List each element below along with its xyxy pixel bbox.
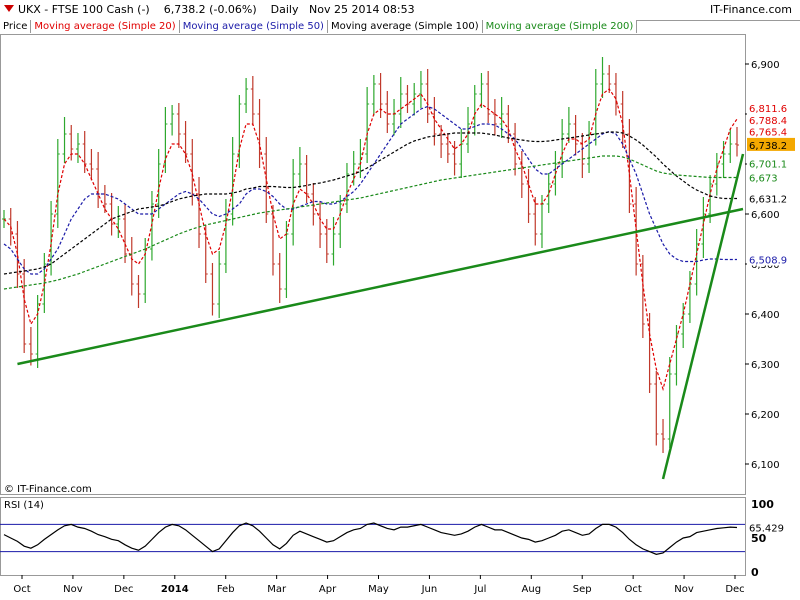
indicator-legend: Price Moving average (Simple 20) Moving av… bbox=[0, 20, 638, 34]
price-tick-label: 6,100 bbox=[751, 460, 780, 471]
price-tag-bg bbox=[747, 252, 795, 266]
rsi-panel-frame bbox=[0, 497, 746, 576]
date-tick-label: Nov bbox=[63, 584, 83, 595]
date-tick-label: Jun bbox=[421, 584, 438, 595]
price-tick-label: 6,200 bbox=[751, 410, 780, 421]
moving-average-line bbox=[3, 105, 737, 275]
price-tag-label: 6,673 bbox=[749, 174, 778, 185]
rsi-value-label: 65.429 bbox=[749, 524, 784, 535]
rsi-line bbox=[3, 522, 738, 555]
date-tick-label: May bbox=[368, 584, 389, 595]
date-tick-label: 2014 bbox=[161, 584, 189, 595]
legend-item[interactable]: Moving average (Simple 100) bbox=[327, 20, 483, 33]
price-tag-label: 6,788.4 bbox=[749, 116, 787, 127]
rsi-value-bg bbox=[747, 520, 791, 534]
moving-average-line bbox=[3, 155, 737, 290]
price-tag-label: 6,738.2 bbox=[749, 141, 787, 152]
date-tick-label: Dec bbox=[725, 584, 744, 595]
price-tag-bg bbox=[747, 170, 795, 184]
moving-average-line bbox=[3, 88, 738, 392]
chart-header: UKX - FTSE 100 Cash (-) 6,738.2 (-0.06%)… bbox=[0, 0, 800, 20]
price-tag-bg bbox=[747, 191, 795, 205]
trendline bbox=[661, 153, 745, 480]
price-tag-bg bbox=[747, 112, 795, 126]
price-tag-bg bbox=[747, 124, 795, 138]
rsi-tick-label: 0 bbox=[751, 566, 759, 579]
date-tick-label: Dec bbox=[114, 584, 133, 595]
instrument-title: UKX - FTSE 100 Cash (-) 6,738.2 (-0.06%)… bbox=[18, 3, 415, 16]
date-tick-label: Nov bbox=[674, 584, 694, 595]
price-tag-bg bbox=[747, 101, 795, 115]
copyright-text: © IT-Finance.com bbox=[4, 484, 92, 495]
date-tick-label: Feb bbox=[217, 584, 235, 595]
price-tick-label: 6,400 bbox=[751, 310, 780, 321]
price-tag-label: 6,765.4 bbox=[749, 127, 787, 138]
rsi-tick-label: 100 bbox=[751, 498, 774, 511]
date-tick-label: Mar bbox=[267, 584, 287, 595]
rsi-tick-label: 50 bbox=[751, 532, 767, 545]
date-tick-label: Oct bbox=[13, 584, 30, 595]
legend-item[interactable]: Price bbox=[0, 20, 32, 33]
price-tick-label: 6,600 bbox=[751, 210, 780, 221]
price-tick-label: 6,900 bbox=[751, 60, 780, 71]
price-tag-label: 6,701.1 bbox=[749, 159, 787, 170]
trendline bbox=[17, 207, 744, 366]
date-tick-label: Jul bbox=[473, 584, 486, 595]
date-tick-label: Aug bbox=[522, 584, 542, 595]
date-tick-label: Sep bbox=[573, 584, 592, 595]
moving-average-line bbox=[3, 131, 737, 275]
price-tag-bg bbox=[747, 156, 795, 170]
dropdown-arrow-icon[interactable] bbox=[4, 5, 14, 12]
date-tick-label: Apr bbox=[319, 584, 337, 595]
brand-name: IT-Finance.com bbox=[710, 3, 792, 16]
rsi-panel-label: RSI (14) bbox=[4, 500, 44, 511]
price-tag-bg bbox=[747, 137, 795, 151]
legend-item[interactable]: Moving average (Simple 50) bbox=[179, 20, 328, 33]
legend-item[interactable]: Moving average (Simple 200) bbox=[482, 20, 638, 33]
date-tick-label: Oct bbox=[624, 584, 641, 595]
legend-item[interactable]: Moving average (Simple 20) bbox=[31, 20, 180, 33]
price-tag-label: 6,508.9 bbox=[749, 256, 787, 267]
price-tick-label: 6,300 bbox=[751, 360, 780, 371]
price-tag-label: 6,631.2 bbox=[749, 194, 787, 205]
price-tag-label: 6,811.6 bbox=[749, 104, 787, 115]
